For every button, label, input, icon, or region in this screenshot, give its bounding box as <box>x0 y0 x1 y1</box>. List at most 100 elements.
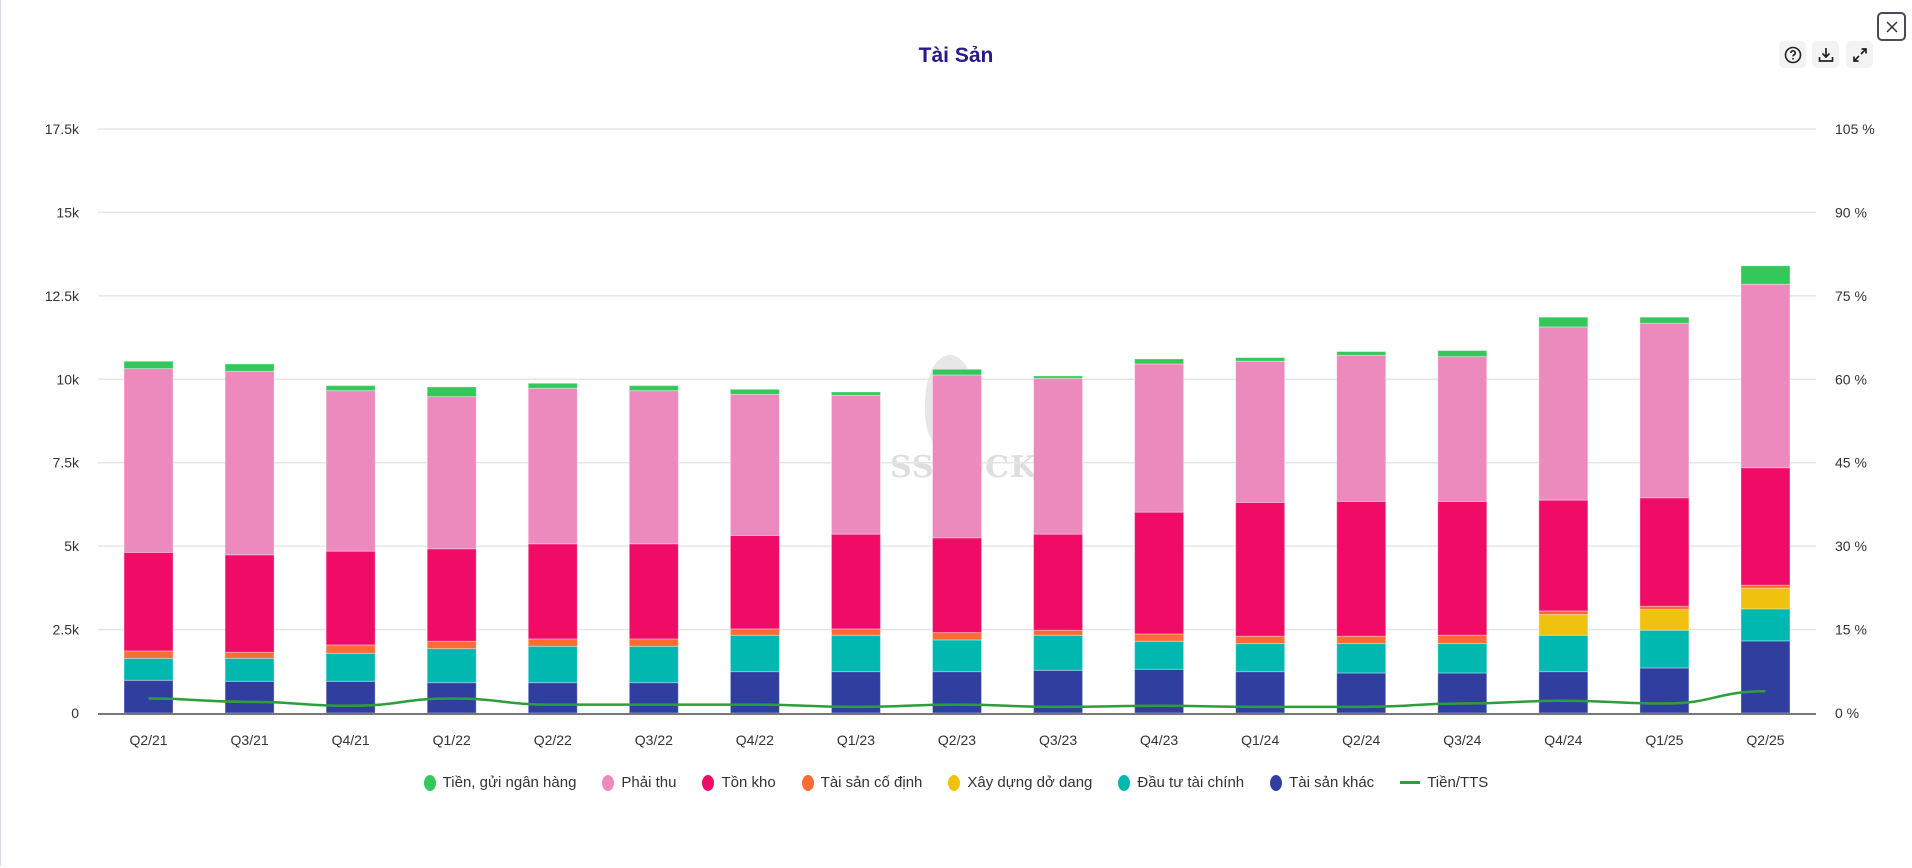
help-button[interactable] <box>1779 41 1806 68</box>
x-tick-label: Q2/24 <box>1342 732 1380 748</box>
x-tick-label: Q3/24 <box>1443 732 1481 748</box>
y2-tick-label: 30 % <box>1835 538 1867 554</box>
bar-segment-ti-n-g-i-ng-n-h-ng <box>527 382 578 389</box>
bar-segment-ph-i-thu <box>1235 360 1286 503</box>
bar-segment-t-i-s-n-c-nh <box>830 628 881 636</box>
y2-tick-label: 75 % <box>1835 288 1867 304</box>
expand-icon <box>1852 47 1867 62</box>
x-tick-label: Q2/22 <box>534 732 572 748</box>
x-tick-label: Q1/23 <box>837 732 875 748</box>
bar-segment--u-t-t-i-ch-nh <box>325 652 376 682</box>
bar-segment-ph-i-thu <box>325 390 376 552</box>
legend-label: Tài sản cố định <box>820 774 923 791</box>
bar-segment--u-t-t-i-ch-nh <box>1639 629 1690 669</box>
bar-segment-ti-n-g-i-ng-n-h-ng <box>1235 357 1286 362</box>
bar-segment-t-i-s-n-c-nh <box>1639 605 1690 611</box>
x-tick-label: Q3/23 <box>1039 732 1077 748</box>
bar-segment-ti-n-g-i-ng-n-h-ng <box>123 360 174 370</box>
bar-segment--u-t-t-i-ch-nh <box>1033 634 1084 671</box>
legend-item[interactable]: Tiền, gửi ngân hàng <box>423 774 577 791</box>
bar-segment-t-i-s-n-c-nh <box>123 650 174 659</box>
chart-legend: Tiền, gửi ngân hàng Phải thu Tồn kho Tài sả… <box>0 774 1912 791</box>
bar-segment-ph-i-thu <box>527 387 578 545</box>
bar-segment-ti-n-g-i-ng-n-h-ng <box>224 363 275 372</box>
y2-tick-label: 105 % <box>1835 121 1875 137</box>
bar-segment--u-t-t-i-ch-nh <box>830 634 881 673</box>
expand-button[interactable] <box>1846 41 1873 68</box>
bar-segment-ph-i-thu <box>1134 363 1185 513</box>
bar-segment-t-i-s-n-kh-c <box>1740 640 1791 714</box>
bar-segment-ph-i-thu <box>830 394 881 535</box>
bar-segment-t-n-kho <box>1336 500 1387 637</box>
legend-item[interactable]: Tài sản cố định <box>801 774 923 791</box>
y-tick-label: 7.5k <box>53 455 80 471</box>
bar-segment-t-i-s-n-kh-c <box>123 679 174 714</box>
bar-segment--u-t-t-i-ch-nh <box>1740 608 1791 642</box>
bar-segment-t-n-kho <box>1437 500 1488 636</box>
x-tick-label: Q1/22 <box>433 732 471 748</box>
bar-segment-t-i-s-n-kh-c <box>1639 667 1690 714</box>
x-tick-label: Q2/23 <box>938 732 976 748</box>
bar-segment-ti-n-g-i-ng-n-h-ng <box>932 368 982 376</box>
legend-label: Tồn kho <box>721 774 776 791</box>
legend-item[interactable]: Tiền/TTS <box>1400 774 1488 791</box>
close-icon <box>1885 20 1898 33</box>
legend-dot-icon <box>1118 774 1131 791</box>
bar-segment-ph-i-thu <box>1538 326 1589 501</box>
bar-segment-t-i-s-n-kh-c <box>325 680 376 714</box>
y2-tick-label: 15 % <box>1835 622 1867 638</box>
bar-segment--u-t-t-i-ch-nh <box>527 645 578 684</box>
x-tick-label: Q1/25 <box>1645 732 1683 748</box>
legend-dot-icon <box>423 774 436 791</box>
legend-dot-icon <box>1270 774 1283 791</box>
legend-item[interactable]: Đầu tư tài chính <box>1118 774 1244 791</box>
bar-segment-t-i-s-n-c-nh <box>932 632 982 641</box>
legend-label: Tiền, gửi ngân hàng <box>442 774 577 791</box>
bar-segment-t-n-kho <box>224 554 275 653</box>
legend-item[interactable]: Phải thu <box>602 774 676 791</box>
bar-segment-t-i-s-n-kh-c <box>224 680 275 714</box>
bar-segment-t-n-kho <box>628 543 679 640</box>
bar-segment-t-n-kho <box>1235 501 1286 637</box>
bar-segment-t-i-s-n-c-nh <box>1437 634 1488 645</box>
bar-segment--u-t-t-i-ch-nh <box>1134 640 1185 670</box>
bar-segment-t-i-s-n-c-nh <box>1134 633 1185 642</box>
bar-segment-ti-n-g-i-ng-n-h-ng <box>1336 351 1387 356</box>
y-tick-label: 17.5k <box>45 121 80 137</box>
bar-segment-t-i-s-n-c-nh <box>325 644 376 654</box>
bar-segment-t-i-s-n-kh-c <box>1437 672 1488 714</box>
bar-segment-t-n-kho <box>1134 511 1185 635</box>
x-tick-label: Q2/21 <box>129 732 167 748</box>
legend-dot-icon <box>702 774 715 791</box>
legend-item[interactable]: Xây dựng dở dang <box>948 774 1092 791</box>
bar-segment-ti-n-g-i-ng-n-h-ng <box>1639 316 1690 324</box>
bar-segment-ph-i-thu <box>1639 322 1690 499</box>
bar-segment-ti-n-g-i-ng-n-h-ng <box>628 385 679 392</box>
bar-segment--u-t-t-i-ch-nh <box>426 648 477 684</box>
bar-segment-t-n-kho <box>729 534 780 630</box>
bar-segment-ph-i-thu <box>426 396 477 550</box>
close-button[interactable] <box>1877 12 1906 41</box>
legend-item[interactable]: Tài sản khác <box>1270 774 1374 791</box>
bar-segment-t-i-s-n-kh-c <box>729 671 780 714</box>
y-tick-label: 12.5k <box>45 288 80 304</box>
bar-segment--u-t-t-i-ch-nh <box>1235 643 1286 673</box>
bar-segment-ti-n-g-i-ng-n-h-ng <box>426 386 477 398</box>
legend-label: Đầu tư tài chính <box>1137 774 1245 791</box>
bar-segment--u-t-t-i-ch-nh <box>224 657 275 682</box>
bar-segment-t-i-s-n-kh-c <box>932 671 982 714</box>
bar-segment-ti-n-g-i-ng-n-h-ng <box>729 388 780 395</box>
bar-segment-t-n-kho <box>830 533 881 630</box>
bar-segment-t-i-s-n-c-nh <box>1538 610 1589 616</box>
bar-segment-t-i-s-n-kh-c <box>1538 671 1589 714</box>
legend-item[interactable]: Tồn kho <box>702 774 776 791</box>
download-button[interactable] <box>1812 41 1839 68</box>
bar-segment--u-t-t-i-ch-nh <box>1538 634 1589 673</box>
bar-segment-ti-n-g-i-ng-n-h-ng <box>1538 316 1589 328</box>
bar-segment-t-n-kho <box>426 548 477 642</box>
bar-segment-ph-i-thu <box>224 370 275 556</box>
bar-segment-t-i-s-n-c-nh <box>426 640 477 650</box>
x-tick-label: Q3/22 <box>635 732 673 748</box>
x-tick-label: Q2/25 <box>1746 732 1784 748</box>
